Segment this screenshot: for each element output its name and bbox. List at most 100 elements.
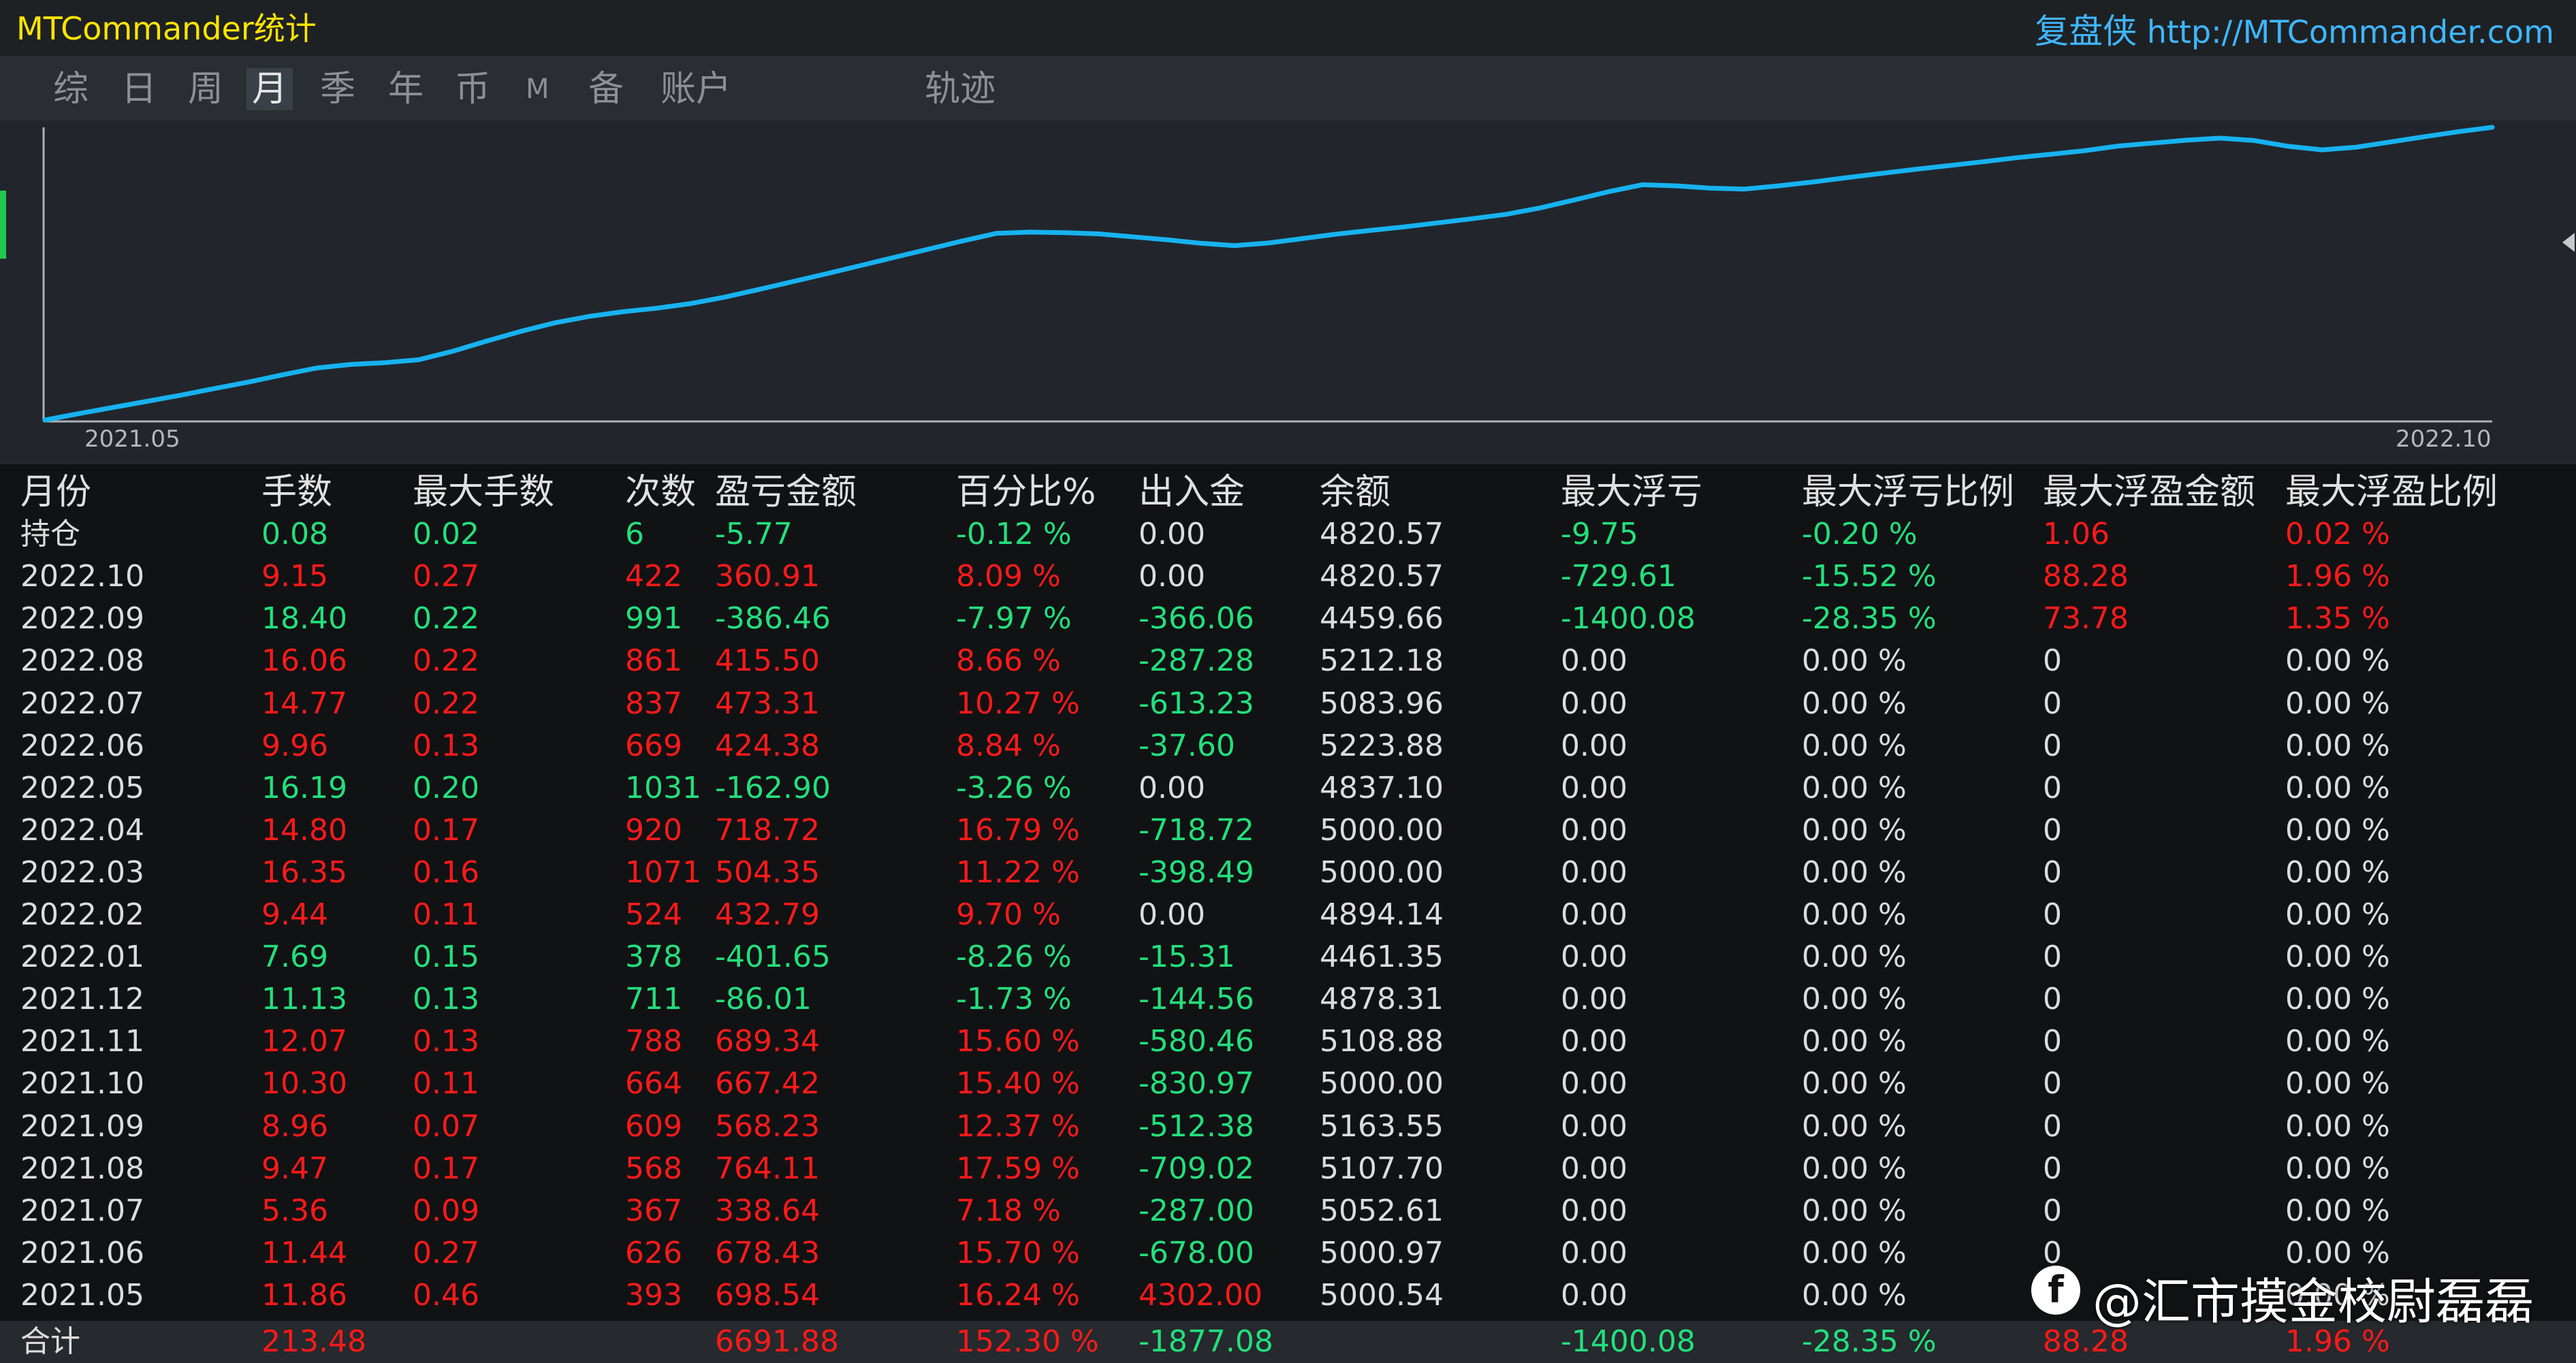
table-row[interactable]: 2022.10 9.15 0.27 422 360.91 8.09 % 0.00 4820.5… (0, 556, 2576, 598)
window-edge-indicator (0, 191, 6, 259)
table-cell-5: -7.97 % (956, 601, 1072, 637)
table-row[interactable]: 2022.05 16.19 0.20 1031 -162.90 -3.26 % 0.00 48… (0, 767, 2576, 809)
tab-6[interactable]: 币 (455, 69, 491, 110)
table-cell-11: 0.00 % (2285, 982, 2390, 1017)
table-cell-7: 5000.00 (1320, 854, 1444, 890)
table-cell-11: 0.00 % (2285, 770, 2390, 805)
table-cell-1: 9.47 (261, 1151, 328, 1186)
table-cell-8: 0.00 (1561, 1024, 1627, 1059)
table-cell-8: 0.00 (1561, 1235, 1627, 1270)
table-row[interactable]: 2021.07 5.36 0.09 367 338.64 7.18 % -287.00 505… (0, 1190, 2576, 1232)
table-row[interactable]: 2021.06 11.44 0.27 626 678.43 15.70 % -678.00 5… (0, 1232, 2576, 1274)
table-cell-0: 2022.04 (20, 812, 144, 848)
column-header-10[interactable]: 最大浮盈金额 (2043, 472, 2256, 513)
tab-3[interactable]: 月 (247, 68, 293, 110)
column-header-2[interactable]: 最大手数 (413, 472, 555, 513)
table-cell-2: 0.27 (413, 1235, 479, 1270)
table-cell-6: -830.97 (1139, 1066, 1254, 1102)
table-cell-3: 837 (625, 686, 682, 721)
table-cell-0: 2021.05 (20, 1277, 144, 1313)
app-title: MTCommander统计 (16, 10, 317, 47)
table-cell-4: 473.31 (715, 686, 820, 721)
table-cell-9: 0.00 % (1802, 686, 1907, 721)
table-cell-3: 861 (625, 643, 682, 679)
table-cell-9: 0.00 % (1802, 1108, 1907, 1144)
table-cell-1: 16.35 (261, 854, 347, 890)
table-cell-4: 689.34 (715, 1024, 820, 1059)
table-row[interactable]: 2022.03 16.35 0.16 1071 504.35 11.22 % -398.49… (0, 852, 2576, 894)
table-cell-8: 0.00 (1561, 854, 1627, 890)
table-cell-9: -0.20 % (1802, 517, 1918, 552)
table-row[interactable]: 2022.02 9.44 0.11 524 432.79 9.70 % 0.00 4894.1… (0, 894, 2576, 936)
table-row[interactable]: 2022.09 18.40 0.22 991 -386.46 -7.97 % -366.06… (0, 598, 2576, 640)
table-row[interactable]: 2021.12 11.13 0.13 711 -86.01 -1.73 % -144.56 4… (0, 978, 2576, 1021)
tab-9[interactable]: 账户 (661, 69, 732, 110)
table-row[interactable]: 2022.01 7.69 0.15 378 -401.65 -8.26 % -15.31 44… (0, 936, 2576, 978)
column-header-0[interactable]: 月份 (20, 472, 92, 513)
table-row[interactable]: 2021.10 10.30 0.11 664 667.42 15.40 % -830.97 5… (0, 1063, 2576, 1105)
column-header-3[interactable]: 次数 (625, 472, 697, 513)
table-cell-0: 2021.12 (20, 982, 144, 1017)
table-cell-1: 11.44 (261, 1235, 347, 1270)
table-cell-4: 504.35 (715, 854, 820, 890)
table-cell-9: -28.35 % (1802, 601, 1937, 637)
table-cell-11: 1.96 % (2285, 559, 2390, 594)
table-cell-6: -580.46 (1139, 1024, 1254, 1059)
table-cell-7: 4820.57 (1320, 559, 1444, 594)
tab-0[interactable]: 综 (53, 69, 89, 110)
column-header-8[interactable]: 最大浮亏 (1561, 472, 1703, 513)
table-cell-0: 2021.06 (20, 1235, 144, 1270)
table-row[interactable]: 2022.04 14.80 0.17 920 718.72 16.79 % -718.72 5… (0, 809, 2576, 852)
table-cell-2: 0.02 (413, 517, 479, 552)
table-cell-11: 0.00 % (2285, 1066, 2390, 1102)
table-cell-1: 10.30 (261, 1066, 347, 1102)
table-cell-6: -287.28 (1139, 643, 1254, 679)
table-row[interactable]: 持仓 0.08 0.02 6 -5.77 -0.12 % 0.00 4820.57 -9.75 -… (0, 513, 2576, 556)
tab-2[interactable]: 周 (188, 69, 224, 110)
table-row[interactable]: 2021.09 8.96 0.07 609 568.23 12.37 % -512.38 51… (0, 1106, 2576, 1148)
table-row[interactable]: 2022.06 9.96 0.13 669 424.38 8.84 % -37.60 5223… (0, 725, 2576, 767)
brand-link[interactable]: 复盘侠 http://MTCommander.com (2035, 4, 2554, 53)
table-cell-9: -15.52 % (1802, 559, 1937, 594)
table-cell-4: -386.46 (715, 601, 831, 637)
table-cell-3: 568 (625, 1151, 682, 1186)
tab-10[interactable]: 轨迹 (925, 69, 996, 110)
table-cell-8: 0.00 (1561, 1151, 1627, 1186)
tab-8[interactable]: 备 (588, 69, 624, 110)
table-cell-6: 0.00 (1139, 517, 1205, 552)
column-header-6[interactable]: 出入金 (1139, 472, 1245, 513)
column-header-1[interactable]: 手数 (261, 472, 333, 513)
table-cell-10: 0 (2043, 1151, 2062, 1186)
table-cell-3: 991 (625, 601, 682, 637)
table-row[interactable]: 2021.05 11.86 0.46 393 698.54 16.24 % 4302.00 5… (0, 1274, 2576, 1317)
table-cell-5: 152.30 % (956, 1324, 1099, 1359)
table-cell-7: 4820.57 (1320, 517, 1444, 552)
column-header-9[interactable]: 最大浮亏比例 (1802, 472, 2015, 513)
table-cell-7: 5052.61 (1320, 1193, 1444, 1228)
title-bar: MTCommander统计 复盘侠 http://MTCommander.com (0, 0, 2576, 56)
tab-1[interactable]: 日 (121, 69, 157, 110)
table-cell-7: 5107.70 (1320, 1151, 1444, 1186)
table-row[interactable]: 2022.08 16.06 0.22 861 415.50 8.66 % -287.28 52… (0, 640, 2576, 682)
chart-scroll-handle[interactable] (2562, 233, 2575, 252)
column-header-5[interactable]: 百分比% (956, 472, 1096, 513)
tab-5[interactable]: 年 (388, 69, 424, 110)
column-header-11[interactable]: 最大浮盈比例 (2285, 472, 2498, 513)
table-cell-3: 920 (625, 812, 682, 848)
table-cell-4: 338.64 (715, 1193, 820, 1228)
tab-7[interactable]: M (526, 74, 550, 105)
brand-url: http://MTCommander.com (2146, 14, 2554, 50)
column-header-7[interactable]: 余额 (1320, 472, 1391, 513)
equity-chart: 2021.05 2022.10 (0, 121, 2576, 464)
table-cell-9: 0.00 % (1802, 897, 1907, 932)
column-header-4[interactable]: 盈亏金额 (715, 472, 857, 513)
table-cell-8: 0.00 (1561, 728, 1627, 763)
table-cell-10: 73.78 (2043, 601, 2129, 637)
table-cell-3: 609 (625, 1108, 682, 1144)
table-total-row[interactable]: 合计 213.48 6691.88 152.30 % -1877.08 -1400.08 -… (0, 1321, 2576, 1363)
tab-4[interactable]: 季 (320, 69, 356, 110)
table-row[interactable]: 2021.11 12.07 0.13 788 689.34 15.60 % -580.46 5… (0, 1021, 2576, 1063)
table-row[interactable]: 2022.07 14.77 0.22 837 473.31 10.27 % -613.23 5… (0, 683, 2576, 725)
table-row[interactable]: 2021.08 9.47 0.17 568 764.11 17.59 % -709.02 51… (0, 1148, 2576, 1190)
